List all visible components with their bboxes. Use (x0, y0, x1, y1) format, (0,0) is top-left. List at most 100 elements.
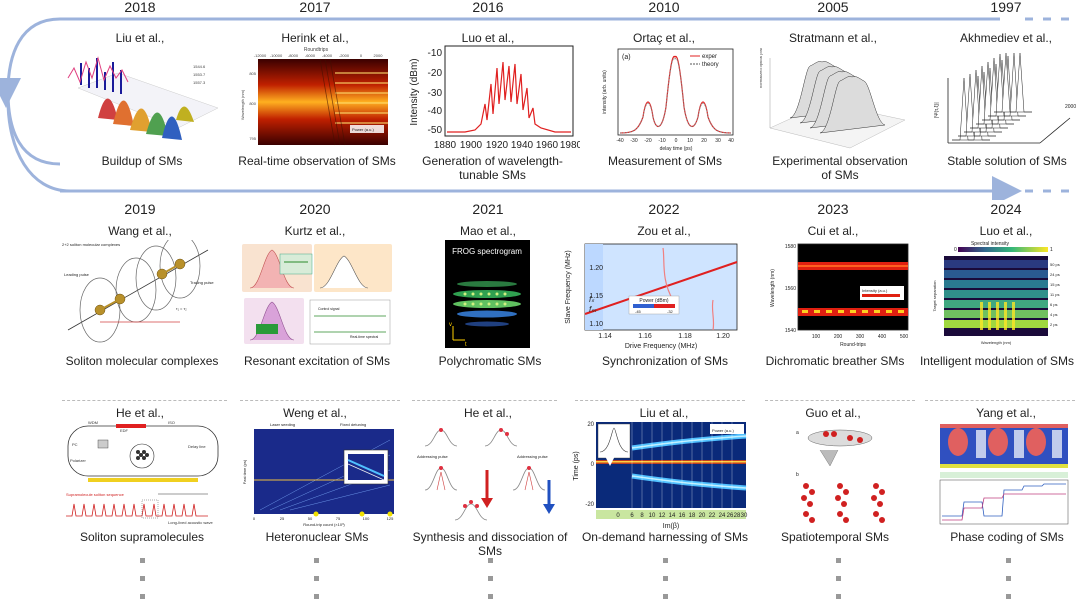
luo24-label: 2 ps (1050, 322, 1058, 327)
zou-ytick: 1.15 (589, 293, 603, 300)
year-2023: 2023 (817, 201, 849, 217)
liu-b-ytick: 20 (587, 422, 594, 428)
luo-xtick: 1940 (511, 140, 534, 151)
ortac-xtick: 40 (728, 138, 734, 144)
caption-molecular-complexes: Soliton molecular complexes (65, 354, 219, 368)
zou-ytick: 1.10 (589, 321, 603, 328)
he-label: PC (72, 442, 78, 447)
zou-xtick: 1.14 (598, 333, 612, 340)
author-wang-2019: Wang et al., (108, 224, 172, 238)
wang-leading: Leading pulse (64, 272, 90, 277)
svg-text:Control signal: Control signal (318, 307, 340, 311)
caption-measurement: Measurement of SMs (607, 154, 723, 168)
author-liu-harnessing: Liu et al., (639, 406, 689, 420)
zou-xtick: 1.20 (716, 333, 730, 340)
mao-title: FROG spectrogram (452, 247, 522, 256)
wang-trailing: Trailing pulse (190, 280, 214, 285)
zou-legend-min: -45 (635, 309, 642, 314)
weng-xtick: 25 (280, 516, 285, 521)
liu-b-xtick: 30 (741, 513, 748, 519)
herink-ylabel: Wavelength (nm) (240, 89, 245, 120)
liu-b-xtick: 12 (659, 513, 666, 519)
herink-ytick: 805 (249, 71, 256, 76)
cui-xtick: 500 (900, 334, 909, 340)
ortac-xtick: 20 (701, 138, 707, 144)
herink-xtick: -10000 (270, 53, 283, 58)
caption-phase-coding: Phase coding of SMs (950, 530, 1064, 544)
weng-xlabel: Round-trip count (×10³) (303, 522, 345, 527)
svg-text:normalized optical power: normalized optical power (760, 48, 763, 88)
ortac-xtick: 0 (675, 138, 678, 144)
ortac-xlabel: delay time (ps) (660, 146, 693, 152)
cui-ylabel: Wavelength (nm) (770, 269, 776, 307)
caption-wavelength-tunable: Generation of wavelength-tunable SMs (422, 154, 563, 182)
luo-xtick: 1920 (486, 140, 509, 151)
svg-text:Power (a.u.): Power (a.u.) (352, 127, 374, 132)
panel-buildup-3d: 1544.6 1553.7 1557.3 (58, 48, 226, 148)
he-label: Polarizer (70, 458, 86, 463)
continuation-dots (834, 558, 842, 612)
year-2005: 2005 (817, 0, 849, 15)
timeline-arrow (0, 17, 1069, 200)
luo-ytick: -30 (428, 88, 443, 99)
year-2020: 2020 (299, 201, 331, 217)
caption-realtime: Real-time observation of SMs (238, 154, 396, 168)
separator-dashed (240, 400, 400, 401)
cui-xlabel: Round-trips (840, 342, 866, 348)
luo24-label: 15 ps (1050, 282, 1060, 287)
ortac-tag: (a) (622, 54, 631, 61)
liu-b-xtick: 22 (709, 513, 716, 519)
luo24-xlabel: Wavelength (nm) (981, 340, 1012, 345)
svg-text:t: t (465, 342, 467, 348)
caption-experimental-observation: Experimental observation of SMs (772, 154, 908, 182)
cui-xtick: 400 (878, 334, 887, 340)
author-kurtz-2020: Kurtz et al., (284, 224, 346, 238)
luo24-label: 6 ps (1050, 302, 1058, 307)
luo24-label: 4 ps (1050, 312, 1058, 317)
author-guo: Guo et al., (805, 406, 861, 420)
author-he-synthesis: He et al., (463, 406, 513, 420)
author-herink-2017: Herink et al., (281, 31, 349, 45)
luo24-label: 50 ps (1050, 262, 1060, 267)
svg-text:fₘ: fₘ (589, 305, 596, 314)
zou-xtick: 1.16 (638, 333, 652, 340)
ortac-xtick: 30 (715, 138, 721, 144)
panel-luo-2024: Spectral intensity 0 1 50 ps 24 p (930, 240, 1075, 350)
panel-weng-heteronuclear: Laser seeding Fixed detuning 0 25 50 75 … (240, 420, 398, 528)
panel-wang-complexes: 2+2 soliton molecular complexes Leading … (58, 240, 226, 348)
he-label: Supramolecule soliton sequence (66, 492, 125, 497)
year-2018: 2018 (124, 0, 156, 15)
herink-xtick: 0 (360, 53, 363, 58)
panel-kurtz-resonant: Control signal Real-time spectral (240, 240, 395, 348)
cui-xtick: 300 (856, 334, 865, 340)
liu-b-xtick: 16 (679, 513, 686, 519)
caption-synchronization: Synchronization of SMs (601, 354, 729, 368)
luo24-cb-max: 1 (1050, 247, 1053, 253)
ortac-legend-exper: exper (702, 54, 717, 60)
author-he-supramolecules: He et al., (115, 406, 165, 420)
continuation-dots (486, 558, 494, 612)
zou-ylabel: Slave Frequency (MHz) (565, 250, 572, 324)
separator-dashed (925, 400, 1075, 401)
year-2017: 2017 (299, 0, 331, 15)
continuation-dots (138, 558, 146, 612)
cui-ytick: 1560 (785, 286, 796, 292)
panel-guo-spatiotemporal: a b (790, 420, 900, 528)
author-weng: Weng et al., (283, 406, 347, 420)
liu-b-xtick: 20 (699, 513, 706, 519)
ortac-legend-theory: theory (702, 62, 719, 68)
he3-label-left: Addressing pulse (417, 454, 448, 459)
weng-xtick: 125 (387, 516, 394, 521)
cui-ytick: 1540 (785, 328, 796, 334)
svg-text:τ₁ = τ₂: τ₁ = τ₂ (176, 306, 187, 311)
cui-xtick: 200 (834, 334, 843, 340)
herink-xtick: -8000 (288, 53, 299, 58)
liu-b-ytick: -20 (585, 502, 594, 508)
luo24-cb-min: 0 (954, 247, 957, 253)
caption-resonant-excitation: Resonant excitation of SMs (243, 354, 391, 368)
weng-xtick: 75 (336, 516, 341, 521)
continuation-dots (1004, 558, 1012, 612)
svg-text:1553.7: 1553.7 (193, 72, 206, 77)
separator-dashed (765, 400, 915, 401)
liu-b-xtick: 10 (649, 513, 656, 519)
